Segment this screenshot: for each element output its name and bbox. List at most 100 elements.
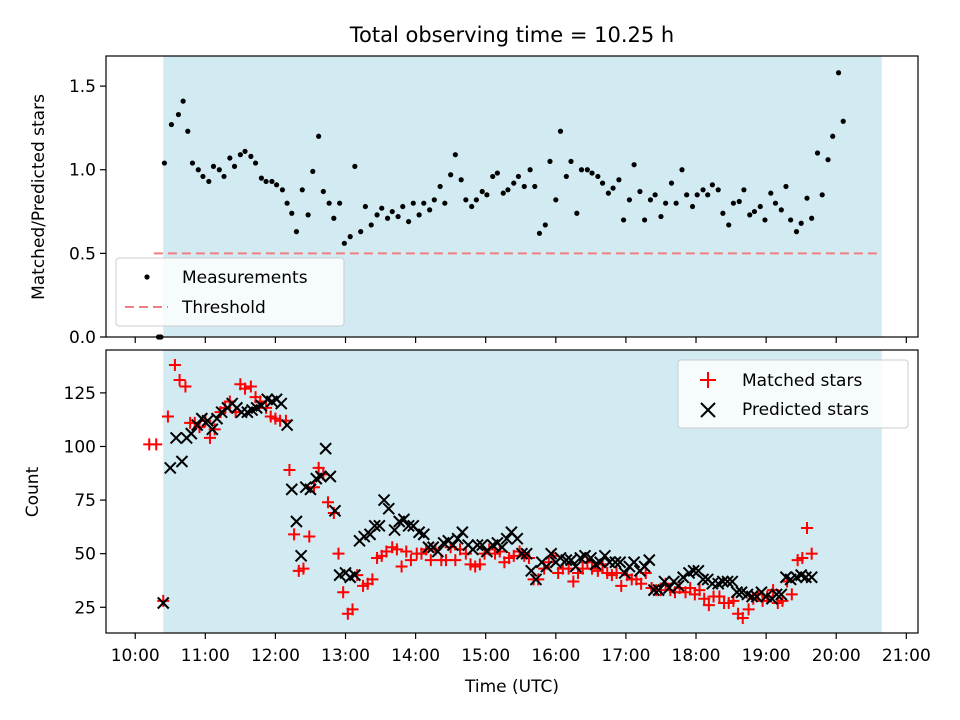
legend-measurements-marker xyxy=(144,274,150,280)
measurement-point xyxy=(663,200,669,206)
measurement-point xyxy=(599,180,606,186)
predicted-star-point xyxy=(676,571,690,584)
measurement-point xyxy=(557,128,564,134)
measurement-point xyxy=(458,177,464,183)
measurement-point xyxy=(289,210,295,216)
measurement-point xyxy=(269,178,275,185)
bottom-y-tick-label: 50 xyxy=(74,545,96,565)
predicted-star-points xyxy=(157,393,818,610)
legend-predicted-marker xyxy=(700,402,716,418)
matched-star-point xyxy=(404,554,417,567)
matched-star-point xyxy=(332,547,345,560)
predicted-star-point xyxy=(598,549,612,563)
measurement-point xyxy=(316,133,322,139)
measurement-point xyxy=(479,188,485,195)
top-y-tick-label: 1.0 xyxy=(69,161,96,181)
bottom-y-tick-label: 75 xyxy=(74,491,96,511)
matched-star-point xyxy=(150,438,163,451)
predicted-star-point xyxy=(500,532,513,545)
measurement-point xyxy=(788,217,794,223)
matched-star-point xyxy=(346,603,359,616)
measurement-point xyxy=(326,200,332,206)
bottom-legend-box xyxy=(677,359,909,429)
matched-star-point xyxy=(693,584,706,597)
predicted-star-point xyxy=(647,583,661,597)
predicted-star-point xyxy=(431,545,445,558)
measurement-point xyxy=(494,170,500,176)
predicted-star-point xyxy=(560,553,573,567)
measurement-point xyxy=(273,182,280,188)
x-tick-label: 14:00 xyxy=(391,646,440,666)
predicted-star-point xyxy=(662,581,676,595)
predicted-star-point xyxy=(206,423,219,436)
measurement-point xyxy=(804,195,810,201)
predicted-star-point xyxy=(706,577,719,590)
measurement-point xyxy=(227,155,233,161)
predicted-star-point xyxy=(314,470,328,483)
predicted-star-point xyxy=(402,519,415,533)
x-tick-label: 19:00 xyxy=(742,646,791,666)
measurement-point xyxy=(320,188,326,195)
measurement-point xyxy=(631,162,637,168)
matched-star-point xyxy=(179,380,192,393)
measurement-point xyxy=(206,178,212,185)
measurement-point xyxy=(741,187,747,193)
measurement-points xyxy=(155,70,846,340)
measurement-point xyxy=(709,182,715,188)
measurement-point xyxy=(258,175,264,181)
x-tick-label: 16:00 xyxy=(531,646,580,666)
predicted-star-point xyxy=(285,483,298,496)
measurement-point xyxy=(830,133,836,139)
matched-star-point xyxy=(532,573,545,586)
predicted-star-point xyxy=(564,553,578,567)
top-legend: Measurements Threshold xyxy=(115,257,345,327)
measurement-point xyxy=(637,188,643,195)
matched-star-point xyxy=(615,579,628,592)
measurement-point xyxy=(431,197,437,203)
matched-star-point xyxy=(796,551,809,564)
measurement-point xyxy=(819,192,825,198)
predicted-star-point xyxy=(495,541,509,554)
top-chart-title: Total observing time = 10.25 h xyxy=(349,23,674,47)
measurement-point xyxy=(395,213,401,220)
matched-star-point xyxy=(424,554,437,567)
legend-matched-label: Matched stars xyxy=(742,371,862,391)
predicted-star-point xyxy=(652,583,665,597)
top-axes-frame xyxy=(105,55,919,338)
matched-star-point xyxy=(785,588,798,601)
predicted-star-point xyxy=(157,596,170,610)
measurement-point xyxy=(747,212,753,218)
measurement-point xyxy=(374,212,380,218)
matched-star-point xyxy=(297,562,310,575)
measurement-point xyxy=(341,240,347,246)
legend-threshold-label: Threshold xyxy=(181,298,266,318)
predicted-star-point xyxy=(377,493,391,507)
predicted-star-point xyxy=(348,568,362,582)
measurement-point xyxy=(684,192,690,198)
matched-star-point xyxy=(283,464,296,477)
measurement-point xyxy=(231,163,238,169)
top-y-tick-label: 1.5 xyxy=(69,77,96,97)
x-tick-label: 12:00 xyxy=(251,646,300,666)
matched-star-point xyxy=(288,528,301,541)
predicted-star-point xyxy=(422,541,435,554)
matched-star-point xyxy=(805,547,818,560)
bottom-legend: Matched stars Predicted stars xyxy=(677,359,909,429)
legend-matched-marker xyxy=(700,372,716,388)
measurement-point xyxy=(511,180,517,186)
top-y-tick-label: 0.0 xyxy=(69,328,96,348)
predicted-star-point xyxy=(745,590,759,603)
measurement-point xyxy=(647,197,654,203)
measurement-point xyxy=(185,128,191,134)
measurement-point xyxy=(642,217,648,223)
matched-star-point xyxy=(801,521,814,534)
predicted-star-point xyxy=(451,532,464,545)
predicted-star-point xyxy=(770,588,783,601)
measurement-point xyxy=(248,153,254,159)
x-tick-label: 21:00 xyxy=(882,646,931,666)
measurement-point xyxy=(532,183,538,190)
predicted-star-point xyxy=(388,523,401,537)
measurement-point xyxy=(442,200,448,206)
measurement-point xyxy=(521,183,527,190)
